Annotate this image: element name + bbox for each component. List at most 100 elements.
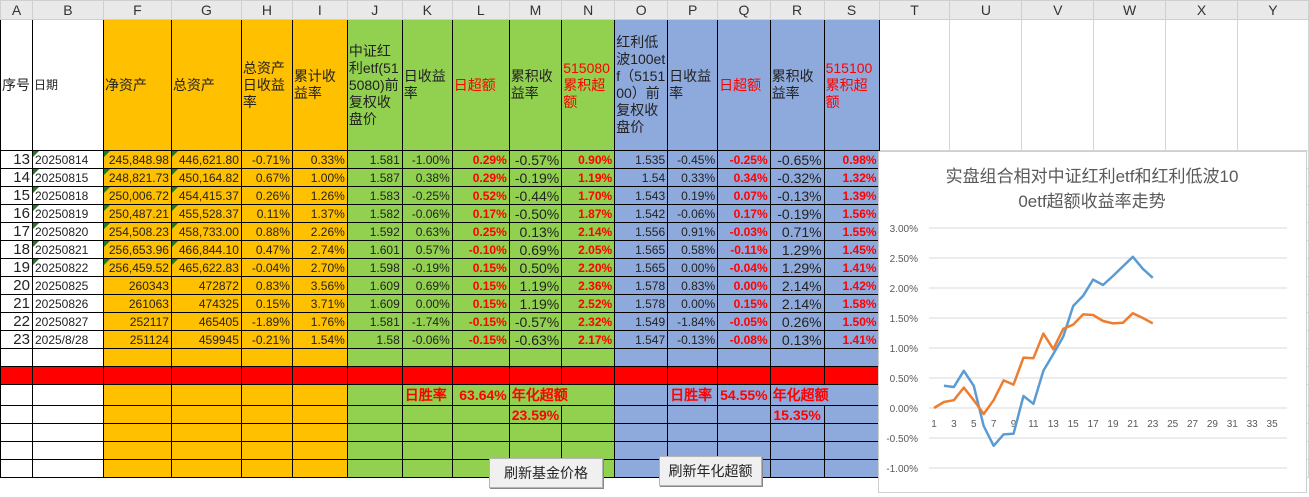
empty-cell[interactable] [452, 424, 509, 442]
column-header-X[interactable]: X [1166, 1, 1238, 20]
cell-L[interactable]: 0.25% [452, 223, 509, 241]
empty-cell[interactable] [615, 424, 668, 442]
empty-cell[interactable] [452, 367, 509, 385]
empty-cell[interactable] [241, 424, 292, 442]
cell-J[interactable]: 1.592 [347, 223, 402, 241]
cell-K[interactable]: -0.06% [402, 331, 452, 349]
cell-M[interactable]: 1.19% [509, 277, 561, 295]
cell-S[interactable]: 1.58% [824, 295, 879, 313]
cell-H[interactable]: 0.11% [241, 205, 292, 223]
header-cell-B[interactable]: 日期 [32, 20, 103, 151]
cell-N[interactable]: 2.05% [562, 241, 615, 259]
cell-B[interactable]: 20250818 [32, 187, 103, 205]
cell-N[interactable]: 2.17% [562, 331, 615, 349]
cell-Q[interactable]: -0.03% [718, 223, 770, 241]
empty-cell[interactable] [824, 460, 879, 478]
cell-S[interactable]: 1.41% [824, 259, 879, 277]
cell-M[interactable]: -0.63% [509, 331, 561, 349]
empty-cell[interactable] [668, 406, 718, 424]
empty-cell[interactable] [103, 460, 171, 478]
cell-Q[interactable]: -0.05% [718, 313, 770, 331]
cell-G[interactable]: 455,528.37 [171, 205, 241, 223]
cell-B[interactable]: 20250826 [32, 295, 103, 313]
cell-K[interactable]: 0.69% [402, 277, 452, 295]
empty-cell[interactable] [1, 406, 33, 424]
empty-cell[interactable] [562, 406, 615, 424]
cell-O[interactable]: 1.578 [615, 277, 668, 295]
empty-cell[interactable] [32, 424, 103, 442]
empty-cell[interactable] [32, 367, 103, 385]
cell-N[interactable]: 1.87% [562, 205, 615, 223]
cell-F[interactable]: 252117 [103, 313, 171, 331]
cell-R[interactable]: -0.32% [770, 169, 824, 187]
column-header-S[interactable]: S [824, 1, 879, 20]
cell-S[interactable]: 1.56% [824, 205, 879, 223]
empty-cell[interactable] [1, 385, 33, 406]
header-cell-A[interactable]: 序号 [1, 20, 33, 151]
cell-F[interactable]: 256,653.96 [103, 241, 171, 259]
empty-cell[interactable] [770, 367, 824, 385]
header-cell-Q[interactable]: 日超额 [718, 20, 770, 151]
cell-M[interactable]: -0.19% [509, 169, 561, 187]
empty-cell[interactable] [509, 349, 561, 367]
empty-cell[interactable] [402, 424, 452, 442]
empty-cell[interactable] [718, 367, 770, 385]
empty-cell[interactable] [562, 424, 615, 442]
cell-F[interactable]: 248,821.73 [103, 169, 171, 187]
cell-F[interactable]: 250,487.21 [103, 205, 171, 223]
empty-cell[interactable] [615, 349, 668, 367]
cell-G[interactable]: 454,415.37 [171, 187, 241, 205]
header-cell-L[interactable]: 日超额 [452, 20, 509, 151]
header-cell-P[interactable]: 日收益率 [668, 20, 718, 151]
cell-M[interactable]: -0.44% [509, 187, 561, 205]
cell-P[interactable]: 0.91% [668, 223, 718, 241]
empty-cell[interactable] [347, 460, 402, 478]
cell-N[interactable]: 0.90% [562, 151, 615, 169]
column-header-P[interactable]: P [668, 1, 718, 20]
cell-F[interactable]: 251124 [103, 331, 171, 349]
cell-K[interactable]: 0.00% [402, 295, 452, 313]
cell-A[interactable]: 13 [1, 151, 33, 169]
cell-L[interactable]: 0.17% [452, 205, 509, 223]
cell-H[interactable]: -0.71% [241, 151, 292, 169]
empty-cell[interactable] [292, 367, 347, 385]
empty-cell[interactable] [32, 406, 103, 424]
header-cell-G[interactable]: 总资产 [171, 20, 241, 151]
empty-cell[interactable] [171, 349, 241, 367]
cell-M[interactable]: -0.50% [509, 205, 561, 223]
cell-L[interactable]: -0.15% [452, 331, 509, 349]
cell-G[interactable]: 465,622.83 [171, 259, 241, 277]
empty-cell[interactable] [292, 385, 347, 406]
empty-cell[interactable] [171, 424, 241, 442]
empty-cell[interactable] [718, 424, 770, 442]
cell-N[interactable]: 1.70% [562, 187, 615, 205]
empty-cell[interactable] [402, 460, 452, 478]
header-cell-H[interactable]: 总资产日收益率 [241, 20, 292, 151]
cell-F[interactable]: 245,848.98 [103, 151, 171, 169]
stat-win-rate-2[interactable]: 54.55% [718, 385, 770, 406]
header-cell-O[interactable]: 红利低波100etf（515100）前复权收盘价 [615, 20, 668, 151]
cell-F[interactable]: 261063 [103, 295, 171, 313]
empty-cell[interactable] [718, 349, 770, 367]
column-header-G[interactable]: G [171, 1, 241, 20]
cell-S[interactable]: 1.32% [824, 169, 879, 187]
empty-cell[interactable] [1237, 20, 1308, 151]
empty-cell[interactable] [402, 349, 452, 367]
empty-cell[interactable] [241, 460, 292, 478]
cell-G[interactable]: 446,621.80 [171, 151, 241, 169]
column-header-I[interactable]: I [292, 1, 347, 20]
column-header-U[interactable]: U [950, 1, 1022, 20]
cell-M[interactable]: -0.57% [509, 313, 561, 331]
cell-P[interactable]: 0.58% [668, 241, 718, 259]
cell-I[interactable]: 0.33% [292, 151, 347, 169]
empty-cell[interactable] [347, 385, 402, 406]
cell-R[interactable]: -0.19% [770, 205, 824, 223]
cell-F[interactable]: 254,508.23 [103, 223, 171, 241]
empty-cell[interactable] [32, 385, 103, 406]
cell-S[interactable]: 1.39% [824, 187, 879, 205]
column-header-K[interactable]: K [402, 1, 452, 20]
empty-cell[interactable] [103, 367, 171, 385]
empty-cell[interactable] [32, 349, 103, 367]
column-header-R[interactable]: R [770, 1, 824, 20]
